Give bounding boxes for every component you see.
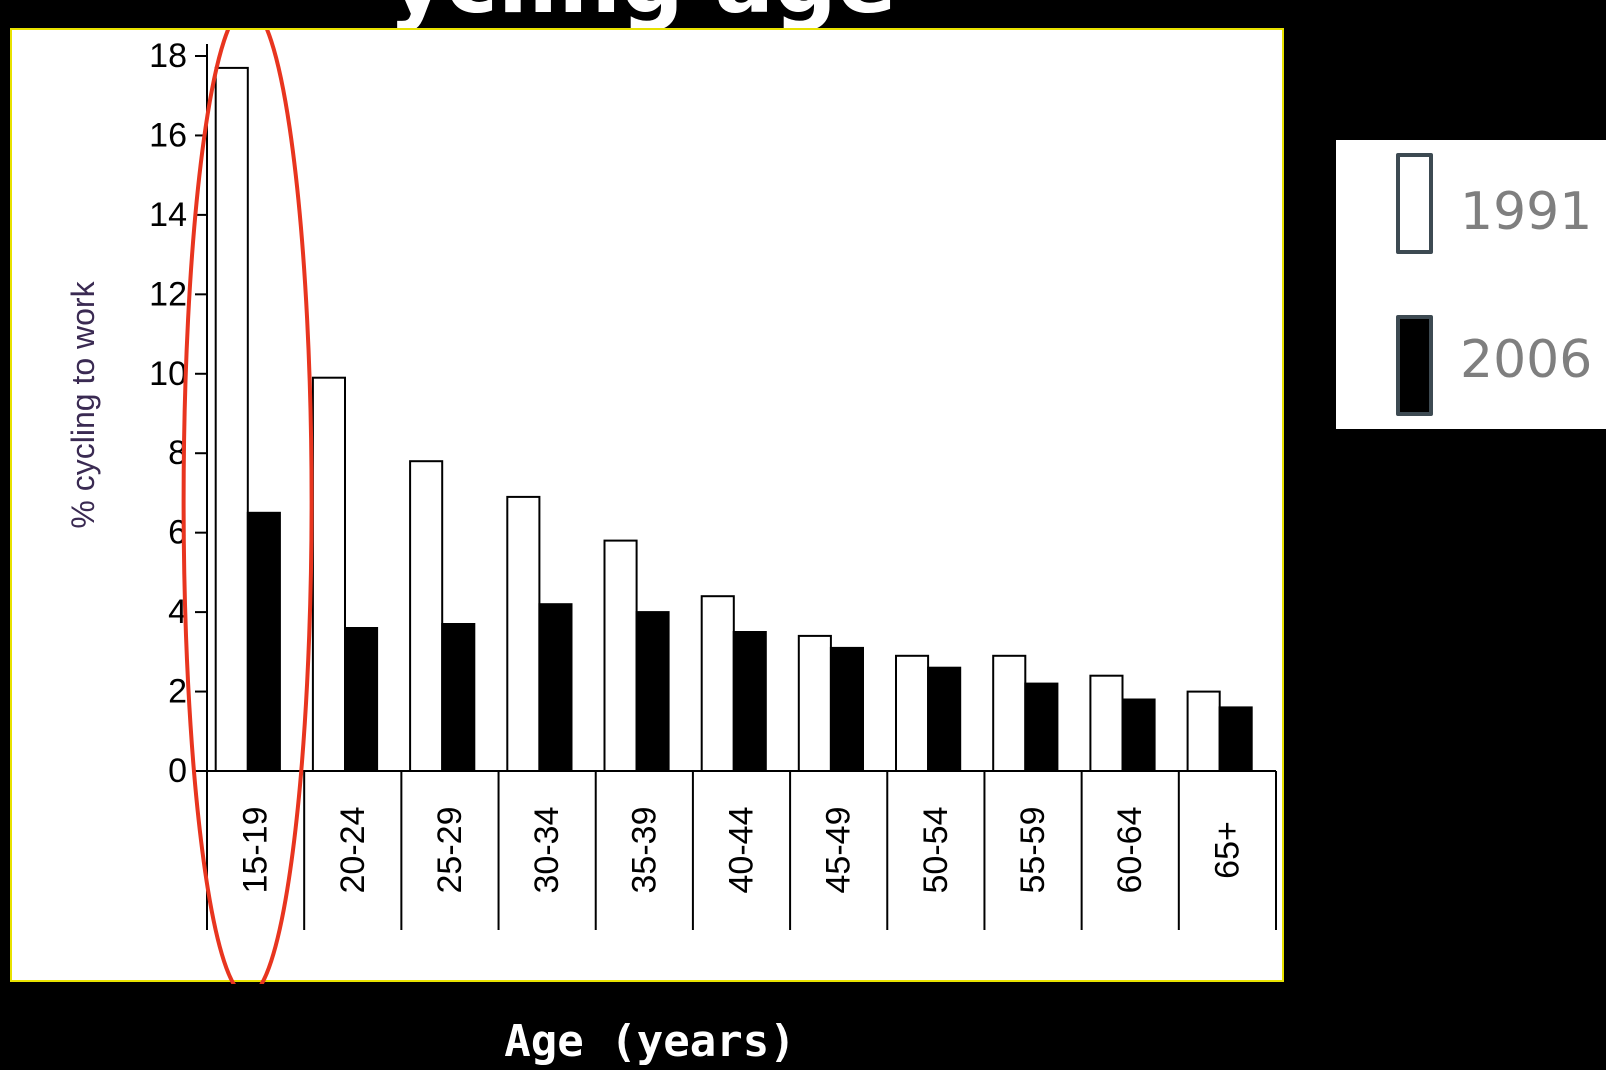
chart-panel: % cycling to work 15-19 20-24 25-29 30-34 35… [10,28,1284,984]
y-tick-label: 18 [149,37,187,75]
bar-15-19-2006 [246,511,281,772]
y-tick-label: 0 [168,752,187,790]
legend-label-1991: 1991 [1460,182,1593,242]
legend-swatch-2006 [1396,315,1433,416]
bar-65+-1991 [1186,690,1221,772]
x-tick-label: 20-24 [334,807,372,894]
y-tick-label: 14 [149,196,187,234]
bar-45-49-2006 [829,646,865,773]
x-tick-label: 50-54 [917,807,955,894]
x-axis-title: Age (years) [504,1016,796,1067]
x-tick-label: 35-39 [625,807,663,894]
bar-20-24-2006 [344,627,379,772]
bar-60-64-2006 [1121,698,1156,772]
x-tick-label: 45-49 [820,807,858,894]
legend-swatch-1991 [1396,153,1433,254]
y-tick-label: 2 [168,673,187,711]
x-tick-label: 15-19 [237,807,275,894]
y-tick-label: 4 [168,593,187,631]
y-axis-label: % cycling to work [65,280,101,528]
x-tick-label: 30-34 [528,807,566,894]
bar-25-29-1991 [409,460,444,772]
bar-55-59-1991 [992,654,1027,772]
slide-title: ycling age [0,0,1285,26]
bar-30-34-1991 [506,495,541,772]
x-tick-label: 25-29 [431,807,469,894]
bar-40-44-1991 [700,595,735,773]
labels-layer: 15-19 20-24 25-29 30-34 35-39 40-44 45-49 50-54… [149,30,1246,984]
bar-25-29-2006 [441,623,476,772]
bar-35-39-2006 [635,611,670,772]
y-tick-label: 16 [149,116,187,154]
axes-layer [195,44,1277,930]
bar-50-54-1991 [895,654,930,772]
bar-50-54-2006 [927,666,962,773]
bar-35-39-1991 [603,539,638,772]
highlight-ellipse [181,30,314,984]
bar-60-64-1991 [1089,674,1124,773]
bar-45-49-1991 [797,634,832,773]
legend-label-2006: 2006 [1460,330,1593,390]
bar-40-44-2006 [732,631,767,772]
bar-15-19-1991 [214,66,249,772]
bars-layer [214,66,1253,773]
bar-chart: % cycling to work 15-19 20-24 25-29 30-34 35… [65,30,1277,984]
x-tick-label: 55-59 [1014,807,1052,894]
x-tick-label: 40-44 [723,807,761,894]
x-tick-label: 65+ [1208,821,1246,879]
bar-20-24-1991 [311,376,346,772]
legend: 1991 2006 [1336,140,1606,429]
bar-65+-2006 [1218,706,1253,773]
x-tick-label: 60-64 [1111,807,1149,894]
y-tick-label: 12 [149,275,187,313]
y-tick-label: 10 [149,355,187,393]
bar-55-59-2006 [1024,682,1059,772]
bar-30-34-2006 [538,603,573,773]
